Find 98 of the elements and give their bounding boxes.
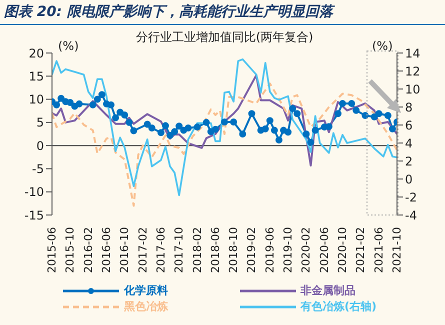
- point: [130, 127, 138, 134]
- x-tick-label: 2019-06: [263, 227, 276, 273]
- point: [148, 124, 156, 132]
- point: [221, 118, 228, 126]
- point: [388, 125, 396, 132]
- point: [325, 123, 332, 130]
- point: [144, 120, 151, 128]
- y-tick-label: -5: [32, 162, 44, 176]
- point: [53, 101, 60, 108]
- text: 化学原料: [124, 283, 168, 298]
- point: [312, 126, 319, 134]
- line-series: [52, 82, 397, 207]
- x-tick-label: 2017-02: [136, 227, 150, 273]
- y-tick-label: 15: [28, 69, 44, 84]
- point: [126, 118, 133, 126]
- x-tick-label: 2020-02: [300, 227, 313, 273]
- point: [176, 122, 183, 130]
- point: [230, 118, 238, 126]
- y-tick-label: 5: [36, 116, 44, 130]
- point: [89, 101, 96, 108]
- y2-tick-label: 4: [405, 136, 413, 150]
- point: [166, 132, 174, 139]
- point: [94, 96, 101, 103]
- x-tick-label: 2021-02: [354, 227, 368, 273]
- point: [157, 129, 164, 136]
- point: [362, 112, 369, 119]
- point: [212, 126, 219, 133]
- x-tick-label: 2017-10: [172, 227, 186, 273]
- point: [270, 126, 278, 134]
- point: [307, 138, 314, 146]
- point: [58, 94, 65, 102]
- point: [194, 124, 201, 131]
- y-tick-label: -10: [24, 185, 44, 200]
- point: [370, 113, 378, 120]
- y2-tick-label: 10: [405, 82, 420, 96]
- chart-title: 图表 20: 限电限产影响下，高耗能行业生产明显回落: [0, 0, 445, 25]
- point: [108, 101, 115, 108]
- y2-tick-label: -2: [405, 190, 417, 204]
- y-tick-label: 0: [36, 138, 44, 153]
- point: [275, 136, 282, 144]
- point: [112, 114, 120, 122]
- x-tick-label: 2016-10: [118, 227, 132, 273]
- point: [294, 110, 301, 118]
- x-tick-label: 2018-06: [208, 227, 222, 273]
- y2-axis-title: (%): [372, 39, 393, 53]
- x-tick-label: 2016-02: [82, 227, 95, 273]
- x-tick-label: 2015-06: [46, 227, 58, 273]
- x-tick-label: 2020-10: [336, 227, 350, 273]
- point: [98, 91, 106, 98]
- y-tick-label: 20: [28, 46, 44, 60]
- y2-tick-label: 12: [405, 64, 420, 78]
- x-tick-label: 2016-06: [100, 227, 113, 273]
- point: [248, 110, 256, 118]
- text: 非金属制品: [300, 283, 356, 298]
- y2-tick-label: 6: [405, 118, 413, 132]
- y-tick-label: -15: [24, 208, 44, 222]
- x-tick-label: 2018-10: [227, 227, 240, 273]
- point: [116, 108, 124, 116]
- point: [162, 122, 169, 130]
- y-tick-label: 10: [28, 92, 44, 107]
- point: [289, 105, 296, 112]
- y2-tick-label: -4: [405, 208, 417, 222]
- point: [284, 128, 292, 136]
- y-axis-title: (%): [58, 39, 79, 53]
- point: [184, 124, 192, 132]
- x-tick-label: 2019-10: [282, 227, 295, 273]
- line-series: [52, 58, 397, 196]
- y2-tick-label: 0: [405, 172, 413, 186]
- x-tick-label: 2019-02: [245, 227, 258, 273]
- line-series: [52, 74, 397, 166]
- point: [239, 130, 246, 138]
- point: [121, 112, 128, 119]
- point: [66, 99, 74, 106]
- point: [348, 100, 356, 107]
- y2-tick-label: 14: [405, 46, 420, 60]
- point: [352, 106, 360, 114]
- point: [202, 118, 210, 126]
- point: [302, 130, 310, 138]
- y2-tick-label: 8: [405, 100, 413, 114]
- text: 有色冶炼(右轴): [300, 299, 377, 314]
- point: [339, 100, 346, 107]
- x-tick-label: 2021-10: [390, 227, 404, 273]
- point: [384, 112, 392, 119]
- point: [71, 102, 78, 110]
- point: [76, 100, 83, 108]
- x-tick-label: 2015-10: [64, 227, 77, 273]
- y2-tick-label: 2: [405, 154, 413, 168]
- point: [375, 110, 382, 118]
- x-tick-label: 2017-06: [154, 227, 168, 273]
- x-tick-label: 2020-06: [318, 227, 331, 273]
- point: [262, 125, 269, 132]
- x-tick-label: 2018-02: [190, 227, 204, 273]
- point: [266, 117, 274, 124]
- text: 黑色冶炼: [124, 299, 168, 314]
- x-tick-label: 2021-06: [372, 227, 386, 273]
- chart-subtitle: 分行业工业增加值同比(两年复合): [136, 30, 314, 44]
- point: [334, 110, 342, 118]
- point: [171, 128, 178, 136]
